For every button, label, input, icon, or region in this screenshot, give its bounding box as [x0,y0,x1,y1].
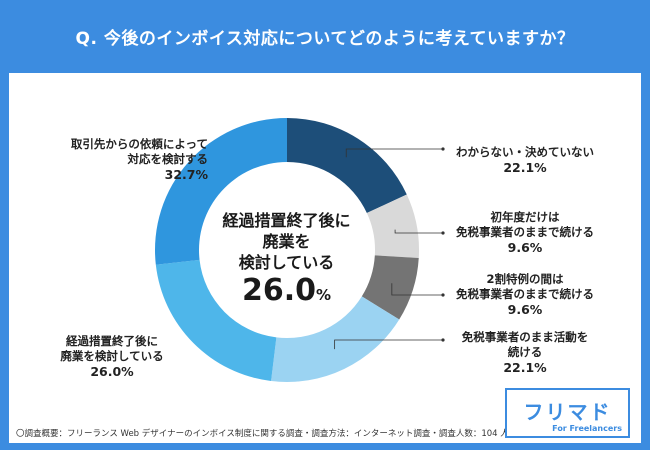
donut-slices [155,118,419,382]
data-label-request: 取引先からの依頼によって 対応を検討する 32.7% [38,137,208,182]
center-line-2: 廃業を [262,232,311,251]
data-label-line: 免税事業者のまま活動を [461,330,589,344]
leader-dot [441,231,445,235]
donut-center-label: 経過措置終了後に 廃業を 検討している 26.0% [204,210,369,313]
leader-line-undecided [345,148,443,158]
data-label-line: 2割特例の間は [486,272,564,286]
center-line-1: 経過措置終了後に [222,211,351,230]
leader-line-special-20 [391,283,443,296]
data-label-line: 取引先からの依頼によって [70,137,208,151]
brand-logo: フリマド For Freelancers [505,388,630,438]
data-label-value: 22.1% [503,160,547,175]
data-label-line: 免税事業者のままで続ける [456,225,594,239]
slice-closure [155,259,277,382]
data-label-line: 続ける [507,345,543,359]
leader-lines [334,147,445,350]
page-title: Q. 今後のインボイス対応についてどのように考えていますか？ [75,29,575,49]
data-label-line: 廃業を検討している [60,349,164,363]
leader-line-stay-exempt [334,339,443,350]
data-label-first-year: 初年度だけは 免税事業者のままで続ける 9.6% [440,210,610,255]
logo-name: フリマド [523,400,612,424]
data-label-closure: 経過措置終了後に 廃業を検討している 26.0% [38,334,186,379]
data-label-value: 22.1% [503,360,547,375]
leader-dot [441,338,445,342]
center-line-3: 検討している [238,253,335,272]
data-label-value: 26.0% [90,364,134,379]
slice-request [155,118,287,265]
data-label-line: 対応を検討する [127,152,209,166]
data-label-value: 9.6% [507,302,543,317]
slice-special-20 [361,255,419,320]
data-label-line: 免税事業者のままで続ける [456,287,594,301]
data-label-value: 9.6% [507,240,543,255]
data-label-special-20: 2割特例の間は 免税事業者のままで続ける 9.6% [440,272,610,317]
center-value-number: 26.0 [241,273,316,308]
leader-dot [441,293,445,297]
leader-dot [441,147,445,151]
survey-footnote: 〇調査概要：フリーランス Web デザイナーのインボイス制度に関する調査・調査方… [16,429,509,439]
data-label-value: 32.7% [164,167,208,182]
data-label-line: 経過措置終了後に [66,334,158,348]
data-label-line: 初年度だけは [490,210,560,224]
data-label-undecided: わからない・決めていない 22.1% [440,145,610,175]
slice-first-year [366,194,419,258]
center-value-unit: % [316,286,332,304]
leader-line-first-year [394,229,443,234]
slice-undecided [287,118,407,214]
data-label-line: わからない・決めていない [456,145,594,159]
data-label-stay-exempt: 免税事業者のまま活動を 続ける 22.1% [440,330,610,375]
slice-stay-exempt [271,296,400,382]
center-value: 26.0% [242,273,331,308]
logo-tagline: For Freelancers [552,424,622,433]
